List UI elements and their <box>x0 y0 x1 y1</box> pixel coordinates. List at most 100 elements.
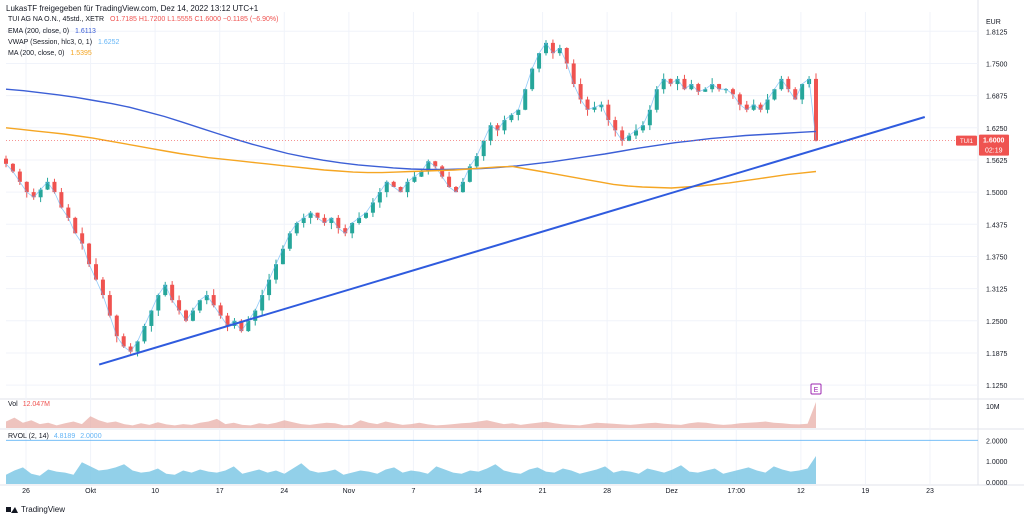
candle-body <box>654 89 659 110</box>
candle-body <box>599 104 604 108</box>
candle-body <box>447 176 452 187</box>
price-tick-label: 1.4375 <box>986 222 1008 229</box>
candle-body <box>710 84 715 90</box>
candle-body <box>640 125 645 131</box>
rvol-tick-label: 1.0000 <box>986 459 1008 466</box>
rvol-value-1: 4.8189 <box>53 433 76 440</box>
symbol-tag-label: TUI1 <box>960 139 974 145</box>
volume-value: 12.047M <box>22 401 50 408</box>
volume-axis-label: 10M <box>986 404 1000 411</box>
ema-legend[interactable]: EMA (200, close, 0) 1.6113 <box>8 28 96 35</box>
rvol-label: RVOL (2, 14) <box>8 433 49 440</box>
price-tick-label: 1.6250 <box>986 126 1008 133</box>
candle-body <box>107 295 112 316</box>
vwap-value: 1.6252 <box>98 39 120 46</box>
candle-body <box>433 161 438 167</box>
trendline <box>98 116 926 366</box>
candle-body <box>696 84 701 92</box>
time-tick-label: 23 <box>926 488 934 495</box>
candle-body <box>66 207 71 218</box>
candle-body <box>737 94 742 105</box>
candle-body <box>260 295 265 311</box>
candle-body <box>329 217 334 224</box>
candle-body <box>675 78 680 85</box>
candle-body <box>10 163 15 172</box>
candle-body <box>24 181 29 193</box>
share-caption: LukasTF freigegeben für TradingView.com,… <box>6 4 259 13</box>
candle-body <box>357 217 362 224</box>
candle-body <box>440 166 445 177</box>
candle-body <box>184 310 188 321</box>
candle-body <box>578 84 583 100</box>
volume-label: Vol <box>8 401 18 408</box>
time-tick-label: 7 <box>411 488 415 495</box>
candle-body <box>267 279 272 296</box>
candle-body <box>38 189 43 198</box>
candle-body <box>585 99 590 110</box>
volume-legend[interactable]: Vol 12.047M <box>8 401 50 408</box>
candle-body <box>571 63 576 85</box>
candle-body <box>460 181 465 193</box>
candle-body <box>94 264 98 280</box>
candle-body <box>398 186 403 193</box>
candle-body <box>370 202 375 213</box>
candle-body <box>606 104 611 121</box>
candle-body <box>343 228 348 234</box>
candle-body <box>419 171 424 177</box>
vwap-legend[interactable]: VWAP (Session, hlc3, 0, 1) 1.6252 <box>8 39 119 46</box>
volume-pane <box>6 402 816 428</box>
candle-body <box>717 84 722 90</box>
candle-body <box>703 89 708 92</box>
candle-body <box>177 300 182 311</box>
time-tick-label: 12 <box>797 488 805 495</box>
candle-body <box>121 336 126 347</box>
candle-body <box>322 217 327 224</box>
rvol-tick-label: 0.0000 <box>986 480 1008 487</box>
candle-body <box>170 284 175 301</box>
time-tick-label: 26 <box>22 488 30 495</box>
candle-body <box>31 192 36 198</box>
currency-label: EUR <box>986 19 1001 26</box>
candle-body <box>190 310 195 321</box>
candle-body <box>59 192 64 208</box>
rvol-tick-label: 2.0000 <box>986 438 1008 445</box>
candle-body <box>544 42 548 54</box>
rvol-legend[interactable]: RVOL (2, 14) 4.8189 2.0000 <box>8 433 102 440</box>
candle-body <box>301 217 306 224</box>
candle-body <box>454 186 458 193</box>
price-tick-label: 1.6875 <box>986 94 1008 101</box>
candle-body <box>627 135 632 141</box>
candle-body <box>537 53 542 69</box>
candle-body <box>239 320 244 332</box>
candle-body <box>52 181 57 193</box>
tradingview-brand[interactable]: TradingView <box>6 505 65 514</box>
time-tick-label: 19 <box>862 488 870 495</box>
candle-body <box>634 130 638 136</box>
symbol-legend[interactable]: TUI AG NA O.N., 45std., XETR O1.7185 H1.… <box>8 16 278 23</box>
earnings-marker-label: E <box>814 387 819 394</box>
time-tick-label: 17:00 <box>728 488 746 495</box>
ma-legend[interactable]: MA (200, close, 0) 1.5395 <box>8 50 92 57</box>
candle-body <box>197 300 202 311</box>
candle-body <box>426 161 431 172</box>
candle-body <box>384 181 389 193</box>
candle-body <box>793 89 798 100</box>
candle-body <box>557 48 562 54</box>
candle-body <box>730 89 735 95</box>
candle-body <box>523 89 528 110</box>
vwap-line <box>5 42 817 353</box>
ema-line <box>5 88 817 171</box>
symbol-name: TUI AG NA O.N., 45std., XETR <box>8 16 105 23</box>
candle-body <box>502 120 507 131</box>
candle-body <box>308 212 313 218</box>
price-tick-label: 1.3125 <box>986 287 1008 294</box>
candle-body <box>80 233 85 244</box>
price-tick-label: 1.8125 <box>986 29 1008 36</box>
candle-body <box>744 104 749 110</box>
price-tick-label: 1.1875 <box>986 351 1008 358</box>
candle-body <box>779 78 784 90</box>
grid <box>0 0 1024 486</box>
candle-body <box>274 264 278 280</box>
candle-body <box>315 212 320 218</box>
